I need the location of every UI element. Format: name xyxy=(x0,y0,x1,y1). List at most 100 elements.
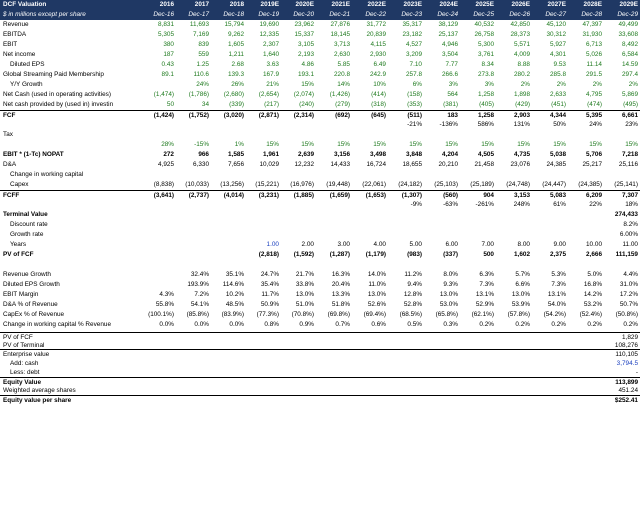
cell-value: 242.9 xyxy=(370,71,386,78)
table-row: EBIT Margin 4.3% 7.2% 10.2% 11.7% 13.0% 13.3% 1… xyxy=(0,290,640,300)
cell-value: 1,602 xyxy=(514,251,530,258)
table-row: FCF (1,424) (1,752) (3,020) (2,871) (2,314) (6… xyxy=(0,110,640,120)
cell-value: 4,009 xyxy=(514,51,530,58)
cell-value xyxy=(175,230,211,240)
cell-value: 26,758 xyxy=(474,31,494,38)
cell-value: 52.9% xyxy=(475,301,494,308)
table-row: EBITDA 5,305 7,169 9,262 12,335 15,337 18,145 2… xyxy=(0,30,640,40)
cell-value: 30,312 xyxy=(546,31,566,38)
cell-value: (405) xyxy=(479,101,494,108)
summary-label: Equity Value xyxy=(3,379,42,386)
cell-value: 273.8 xyxy=(478,71,494,78)
cell-value xyxy=(140,120,176,130)
cell-value: 7,307 xyxy=(622,192,638,199)
table-row: FCFF (3,641) (2,737) (4,014) (3,231) (1,885) (… xyxy=(0,190,640,200)
cell-value: 24,385 xyxy=(546,161,566,168)
cell-value: 2% xyxy=(520,81,530,88)
cell-value: 285.8 xyxy=(550,71,566,78)
cell-value: 31.0% xyxy=(619,281,638,288)
cell-value: 3.63 xyxy=(266,61,279,68)
cell-value: 12,232 xyxy=(294,161,314,168)
cell-value: 5,083 xyxy=(550,192,566,199)
cell-value: 0.6% xyxy=(371,321,386,328)
cell-value: 7.10 xyxy=(409,61,422,68)
cell-value xyxy=(280,230,316,240)
cell-value xyxy=(496,170,532,180)
cell-value: 15% xyxy=(517,141,530,148)
table-row: Diluted EPS Growth 193.9% 114.6% 35.4% 33.8%… xyxy=(0,280,640,290)
period-header: Dec-28 xyxy=(581,11,602,18)
cell-value: 28% xyxy=(161,141,174,148)
cell-value: 23% xyxy=(625,121,638,128)
cell-value: 297.4 xyxy=(622,71,638,78)
year-header: 2017 xyxy=(194,1,209,8)
row-label: Change in working capital % Revenue xyxy=(3,321,111,328)
cell-value: (69.8%) xyxy=(327,311,350,318)
row-label: Revenue Growth xyxy=(3,271,51,278)
cell-value: 54.1% xyxy=(190,301,209,308)
cell-value: 3,105 xyxy=(298,41,314,48)
cell-value xyxy=(316,230,352,240)
cell-value xyxy=(496,220,532,230)
cell-value: 0.2% xyxy=(587,321,602,328)
cell-value xyxy=(210,210,246,220)
cell-value: 14.0% xyxy=(367,271,386,278)
cell-value xyxy=(532,210,568,220)
cell-value: -9% xyxy=(410,201,422,208)
cell-value xyxy=(388,210,424,220)
cell-value xyxy=(140,270,176,280)
cell-value xyxy=(424,260,460,270)
year-header: 2023E xyxy=(403,1,422,8)
cell-value: (62.1%) xyxy=(471,311,494,318)
cell-value: 274,433 xyxy=(614,211,638,218)
cell-value: 34 xyxy=(201,101,209,108)
cell-value: 7,169 xyxy=(193,31,209,38)
row-label xyxy=(0,140,140,150)
period-header: Dec-21 xyxy=(329,11,350,18)
cell-value: 4,735 xyxy=(514,151,530,158)
cell-value: 24.7% xyxy=(260,271,279,278)
cell-value xyxy=(388,130,424,140)
cell-value: (1,786) xyxy=(188,91,209,98)
cell-value xyxy=(140,200,176,210)
cell-value: 3,209 xyxy=(406,51,422,58)
table-row: Tax xyxy=(0,130,640,140)
cell-value xyxy=(568,170,604,180)
summary-value: 3,794.5 xyxy=(616,360,638,367)
cell-value: (70.8%) xyxy=(291,311,314,318)
period-header: Dec-29 xyxy=(617,11,638,18)
cell-value: 2,666 xyxy=(586,251,602,258)
cell-value: (1,592) xyxy=(293,251,314,258)
cell-value: 15,337 xyxy=(294,31,314,38)
cell-value: 8,831 xyxy=(158,21,174,28)
summary-row: Add: cash 3,794.5 xyxy=(0,359,640,368)
cell-value: 28,373 xyxy=(510,31,530,38)
cell-value: 6,330 xyxy=(193,161,209,168)
cell-value: 2,630 xyxy=(334,51,350,58)
cell-value xyxy=(210,240,246,250)
cell-value xyxy=(604,170,640,180)
summary-row: Less: debt - xyxy=(0,368,640,377)
cell-value: (2,074) xyxy=(293,91,314,98)
cell-value xyxy=(245,200,281,210)
cell-value: 7.77 xyxy=(445,61,458,68)
cell-value: 50.7% xyxy=(619,301,638,308)
cell-value: 53.9% xyxy=(511,301,530,308)
cell-value: (3,231) xyxy=(258,192,279,199)
cell-value: (100.1%) xyxy=(148,311,174,318)
row-label: Global Streaming Paid Membership xyxy=(3,71,104,78)
cell-value xyxy=(210,250,246,260)
cell-value: (85.8%) xyxy=(186,311,209,318)
cell-value: 7,218 xyxy=(622,151,638,158)
cell-value xyxy=(460,210,496,220)
cell-value: (2,818) xyxy=(258,251,279,258)
cell-value: 9.4% xyxy=(407,281,422,288)
cell-value: 12,335 xyxy=(259,31,279,38)
cell-value: (10,033) xyxy=(185,181,209,188)
row-label: D&A xyxy=(3,161,17,168)
summary-value: 113,899 xyxy=(615,379,638,386)
cell-value: 5.0% xyxy=(587,271,602,278)
cell-value: 586% xyxy=(477,121,494,128)
summary-value: 451.24 xyxy=(618,387,638,394)
cell-value: 3,153 xyxy=(514,192,530,199)
